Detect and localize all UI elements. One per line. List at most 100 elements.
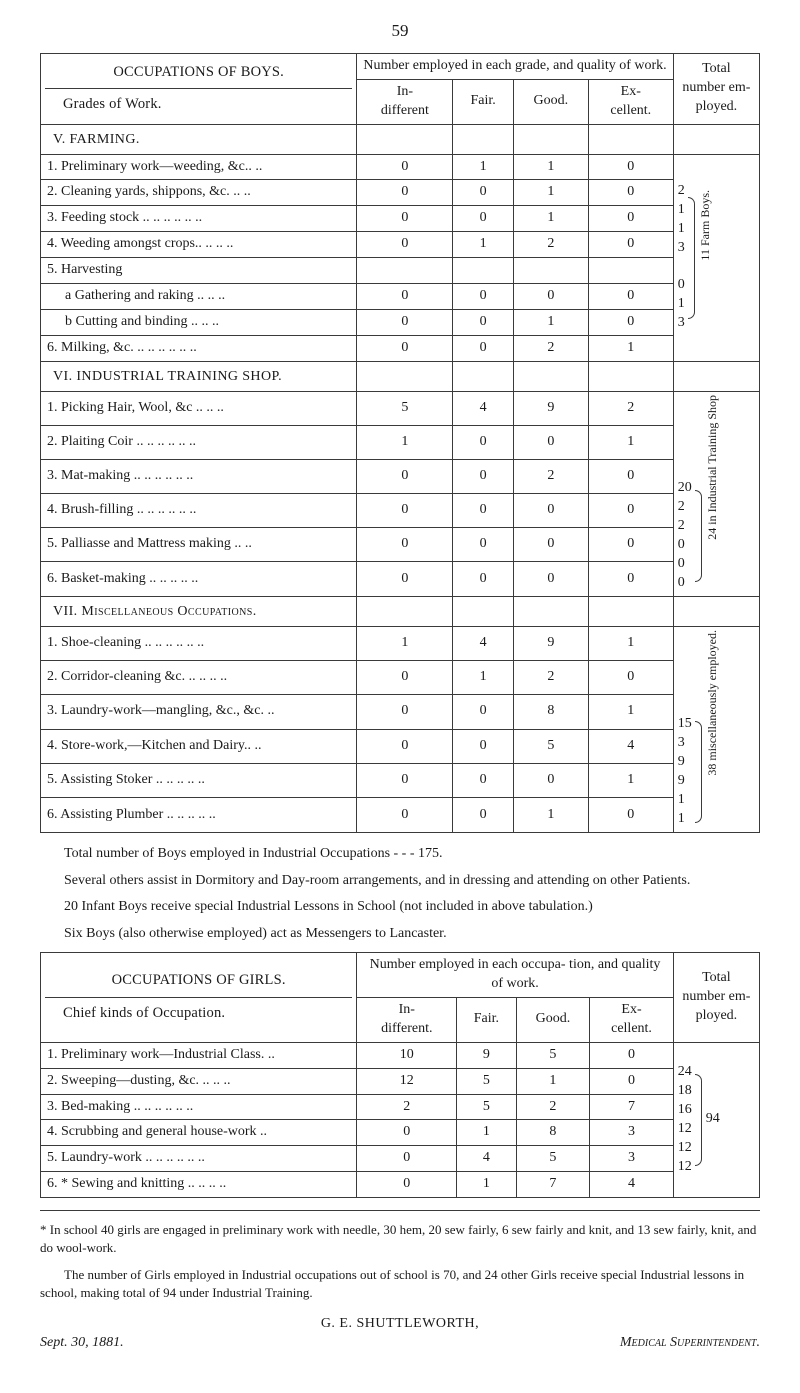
cell: 1 xyxy=(453,232,513,258)
table-row: 2. Corridor-cleaning &c. .. .. .. ..0120 xyxy=(41,660,760,694)
table-row: 1. Preliminary work—weeding, &c.. .. 0 1… xyxy=(41,154,760,180)
table-row: 2. Sweeping—dusting, &c. .. .. ..12510 xyxy=(41,1068,760,1094)
t: 0 xyxy=(678,575,685,590)
cell xyxy=(453,258,513,284)
cell: 0 xyxy=(588,180,673,206)
cell: 0 xyxy=(453,180,513,206)
row-label: 6. Basket-making .. .. .. .. .. xyxy=(41,562,357,596)
t: 12 xyxy=(678,1121,692,1136)
boys-footer-p4: Six Boys (also otherwise employed) act a… xyxy=(40,925,760,944)
cell: 1 xyxy=(457,1120,516,1146)
table-row: 1. Picking Hair, Wool, &c .. .. .. 5 4 9… xyxy=(41,391,760,425)
boys-span-header: Number employed in each grade, and quali… xyxy=(357,53,673,79)
row-label: 5. Harvesting xyxy=(41,258,357,284)
cell: 0 xyxy=(453,528,513,562)
cell: 0 xyxy=(453,763,513,797)
cell: 0 xyxy=(357,1120,457,1146)
cell: 5 xyxy=(516,1146,590,1172)
col-good: Good. xyxy=(516,997,590,1042)
row-label: 3. Bed-making .. .. .. .. .. .. xyxy=(41,1094,357,1120)
t: 0 xyxy=(678,556,685,571)
col-excellent: Ex- cellent. xyxy=(590,997,673,1042)
divider xyxy=(40,1210,760,1211)
t: 24 xyxy=(678,1064,692,1079)
cell: 0 xyxy=(513,494,588,528)
table-row: 3. Laundry-work—mangling, &c., &c. ..008… xyxy=(41,695,760,729)
boys-total-header: Total number em- ployed. xyxy=(673,53,759,124)
col-fair: Fair. xyxy=(457,997,516,1042)
t: 1 xyxy=(678,296,685,311)
t: 1 xyxy=(678,221,685,236)
row-label: 4. Weeding amongst crops.. .. .. .. xyxy=(41,232,357,258)
cell: 0 xyxy=(588,798,673,832)
cell: 4 xyxy=(588,729,673,763)
girls-title: OCCUPATIONS OF GIRLS. Chief kinds of Occ… xyxy=(41,953,357,1043)
boys-title: OCCUPATIONS OF BOYS. Grades of Work. xyxy=(41,53,357,124)
table-row: 3. Bed-making .. .. .. .. .. ..2527 xyxy=(41,1094,760,1120)
section-vii-heading-text: VII. Miscellaneous Occupations. xyxy=(53,604,257,619)
cell: 0 xyxy=(357,729,453,763)
table-row: 6. Basket-making .. .. .. .. ..0000 xyxy=(41,562,760,596)
cell: 0 xyxy=(357,660,453,694)
footnote-p2: The number of Girls employed in Industri… xyxy=(40,1266,760,1301)
section-v-heading: V. FARMING. xyxy=(41,124,357,154)
cell: 0 xyxy=(588,528,673,562)
cell: 0 xyxy=(357,459,453,493)
t: 15 xyxy=(678,716,692,731)
cell: 9 xyxy=(513,626,588,660)
cell: 0 xyxy=(357,232,453,258)
group-label-industrial: 24 in Industrial Training Shop xyxy=(706,395,719,540)
cell: 0 xyxy=(513,425,588,459)
boys-footer-p3: 20 Infant Boys receive special Industria… xyxy=(40,898,760,917)
signature-title: Medical Superintendent. xyxy=(620,1334,760,1353)
row-label: 5. Assisting Stoker .. .. .. .. .. xyxy=(41,763,357,797)
table-row: 2. Cleaning yards, shippons, &c. .. .. 0 0… xyxy=(41,180,760,206)
section-vi-heading: VI. INDUSTRIAL TRAINING SHOP. xyxy=(41,361,357,391)
row-label: 1. Shoe-cleaning .. .. .. .. .. .. xyxy=(41,626,357,660)
cell: 0 xyxy=(357,528,453,562)
cell: 0 xyxy=(453,283,513,309)
row-label: 2. Cleaning yards, shippons, &c. .. .. xyxy=(41,180,357,206)
table-row: 6. Milking, &c. .. .. .. .. .. ..0021 xyxy=(41,335,760,361)
cell: 9 xyxy=(457,1042,516,1068)
cell: 0 xyxy=(453,494,513,528)
cell: 0 xyxy=(588,309,673,335)
cell: 0 xyxy=(453,425,513,459)
cell: 0 xyxy=(588,459,673,493)
cell: 1 xyxy=(588,695,673,729)
signature-name: G. E. SHUTTLEWORTH, xyxy=(40,1315,760,1334)
cell: 0 xyxy=(357,1172,457,1198)
cell: 2 xyxy=(513,335,588,361)
cell: 4 xyxy=(453,626,513,660)
row-label: 4. Brush-filling .. .. .. .. .. .. xyxy=(41,494,357,528)
t: 9 xyxy=(678,754,685,769)
t: 1 xyxy=(678,202,685,217)
cell: 1 xyxy=(513,798,588,832)
cell: 5 xyxy=(516,1042,590,1068)
row-label: 3. Laundry-work—mangling, &c., &c. .. xyxy=(41,695,357,729)
table-row: 5. Harvesting xyxy=(41,258,760,284)
cell: 0 xyxy=(357,798,453,832)
girls-total-header: Total number em- ployed. xyxy=(673,953,759,1043)
section-v-total-cell: 2 1 1 3 0 1 3 11 Farm Boys. xyxy=(673,154,759,361)
t: 0 xyxy=(678,537,685,552)
section-vii-heading: VII. Miscellaneous Occupations. xyxy=(41,596,357,626)
cell: 0 xyxy=(513,283,588,309)
row-label: 1. Preliminary work—Industrial Class. .. xyxy=(41,1042,357,1068)
cell: 1 xyxy=(588,626,673,660)
cell: 1 xyxy=(457,1172,516,1198)
cell: 0 xyxy=(357,695,453,729)
table-row: 5. Laundry-work .. .. .. .. .. ..0453 xyxy=(41,1146,760,1172)
cell: 0 xyxy=(588,154,673,180)
row-label: a Gathering and raking .. .. .. xyxy=(41,283,357,309)
section-vii-total-cell: 15 3 9 9 1 1 38 miscellaneously employed… xyxy=(673,626,759,832)
cell: 3 xyxy=(590,1120,673,1146)
t: 9 xyxy=(678,773,685,788)
cell: 0 xyxy=(453,695,513,729)
row-label: 2. Plaiting Coir .. .. .. .. .. .. xyxy=(41,425,357,459)
t: 1 xyxy=(678,811,685,826)
boys-footer-p1: Total number of Boys employed in Industr… xyxy=(40,845,760,864)
signature-date: Sept. 30, 1881. xyxy=(40,1334,124,1353)
footnote-p1: * In school 40 girls are engaged in prel… xyxy=(40,1221,760,1256)
row-label: 4. Scrubbing and general house-work .. xyxy=(41,1120,357,1146)
